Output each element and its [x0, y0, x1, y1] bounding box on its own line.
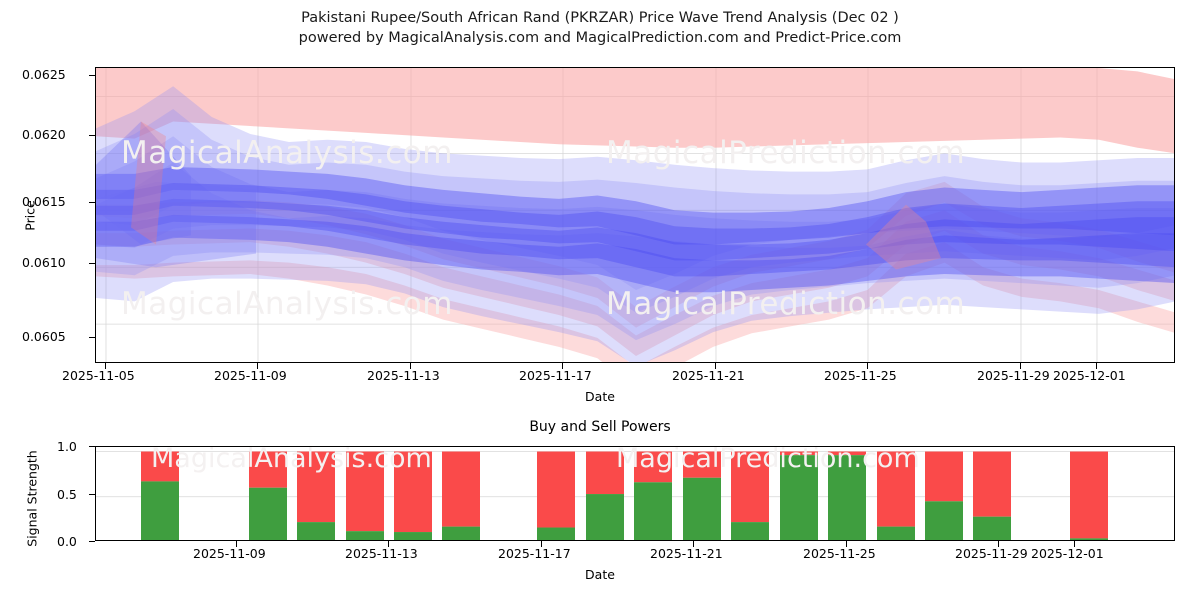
bar-ytickmark-1 — [89, 494, 95, 496]
buy-sell-powers-plot-area: MagicalAnalysis.com MagicalPrediction.co… — [95, 446, 1175, 541]
price-xtickmark-4 — [715, 363, 717, 369]
price-xtickmark-7 — [1096, 363, 1098, 369]
price-xtick-1129: 2025-11-29 — [977, 368, 1050, 383]
bar-xtick-1129: 2025-11-29 — [955, 546, 1028, 561]
price-wave-svg — [96, 68, 1174, 362]
price-ytickmark-4 — [89, 75, 95, 77]
bar-xtick-1109: 2025-11-09 — [193, 546, 266, 561]
bar-chart-title: Buy and Sell Powers — [529, 419, 671, 435]
bar-xtick-1125: 2025-11-25 — [803, 546, 876, 561]
price-ytick-0615: 0.0615 — [22, 194, 66, 209]
watermark-magicalprediction-2: MagicalPrediction.com — [606, 286, 966, 322]
price-ytick-0620: 0.0620 — [22, 127, 66, 142]
price-xtick-1109: 2025-11-09 — [214, 368, 287, 383]
watermark-bar-magicalanalysis: MagicalAnalysis.com — [151, 446, 432, 474]
chart-title-line-1: Pakistani Rupee/South African Rand (PKRZ… — [301, 10, 899, 26]
price-ytickmark-2 — [89, 202, 95, 204]
price-xtick-1117: 2025-11-17 — [519, 368, 592, 383]
watermark-bar-magicalprediction: MagicalPrediction.com — [616, 446, 920, 474]
price-ytickmark-0 — [89, 337, 95, 339]
watermark-magicalanalysis-2: MagicalAnalysis.com — [121, 286, 453, 322]
watermark-magicalprediction-1: MagicalPrediction.com — [606, 135, 966, 171]
price-ytickmark-3 — [89, 135, 95, 137]
price-yaxis-label: Price — [22, 200, 38, 231]
bar-xtickmark-3 — [693, 541, 695, 547]
bar-xtick-1113: 2025-11-13 — [345, 546, 418, 561]
price-ytick-0610: 0.0610 — [22, 255, 66, 270]
price-xtick-1201: 2025-12-01 — [1053, 368, 1126, 383]
price-xtickmark-3 — [562, 363, 564, 369]
bar-xtick-1201: 2025-12-01 — [1031, 546, 1104, 561]
price-xtickmark-5 — [867, 363, 869, 369]
bar-ytick-05: 0.5 — [57, 487, 77, 502]
price-xtick-1121: 2025-11-21 — [672, 368, 745, 383]
price-xtick-1105: 2025-11-05 — [62, 368, 135, 383]
bar-xaxis-label: Date — [585, 567, 615, 582]
bar-xtickmark-0 — [236, 541, 238, 547]
chart-title-block: Pakistani Rupee/South African Rand (PKRZ… — [0, 8, 1200, 48]
price-xtickmark-0 — [105, 363, 107, 369]
price-wave-chart-plot-area: MagicalAnalysis.com MagicalPrediction.co… — [95, 67, 1175, 363]
bar-ytick-00: 0.0 — [57, 534, 77, 549]
bar-yaxis-label: Signal Strength — [24, 450, 40, 547]
bar-xtickmark-2 — [541, 541, 543, 547]
bar-ytick-10: 1.0 — [57, 439, 77, 454]
price-xtickmark-2 — [410, 363, 412, 369]
price-xtick-1125: 2025-11-25 — [824, 368, 897, 383]
bar-xtickmark-6 — [1074, 541, 1076, 547]
bar-xtickmark-4 — [846, 541, 848, 547]
watermark-magicalanalysis-1: MagicalAnalysis.com — [121, 135, 453, 171]
price-xaxis-label: Date — [585, 389, 615, 404]
buy-sell-powers-svg — [96, 451, 1174, 540]
price-xtick-1113: 2025-11-13 — [367, 368, 440, 383]
bar-ytickmark-2 — [89, 446, 95, 448]
bar-xtick-1121: 2025-11-21 — [650, 546, 723, 561]
price-ytick-0625: 0.0625 — [22, 67, 66, 82]
bar-xtick-1117: 2025-11-17 — [498, 546, 571, 561]
bar-ytickmark-0 — [89, 541, 95, 543]
price-ytick-0605: 0.0605 — [22, 329, 66, 344]
bar-xtickmark-5 — [998, 541, 1000, 547]
chart-title-line-2: powered by MagicalAnalysis.com and Magic… — [298, 30, 902, 46]
price-xtickmark-1 — [257, 363, 259, 369]
bar-xtickmark-1 — [388, 541, 390, 547]
price-xtickmark-6 — [1020, 363, 1022, 369]
price-ytickmark-1 — [89, 263, 95, 265]
